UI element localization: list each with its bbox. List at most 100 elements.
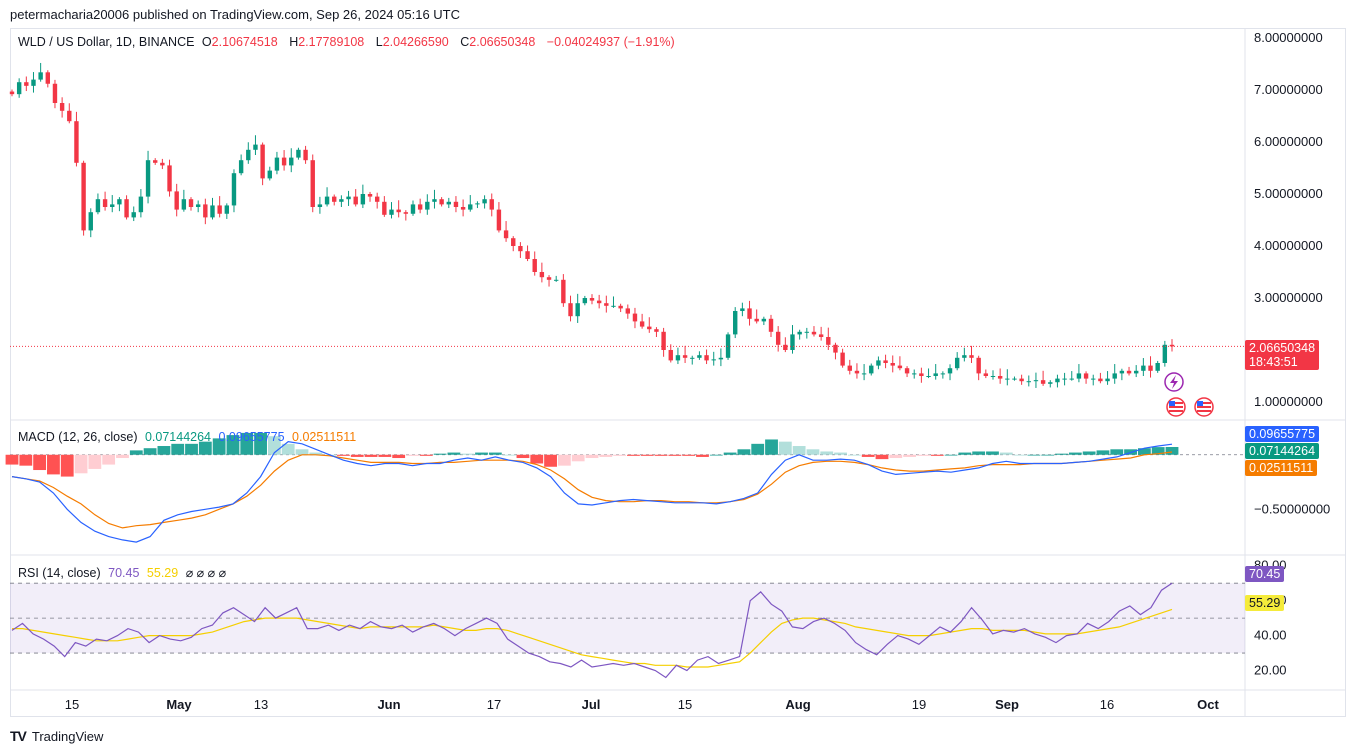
- candle-body: [725, 334, 731, 358]
- macd-hist-bar: [668, 454, 682, 456]
- candle-body: [618, 305, 623, 309]
- tradingview-logo: TV: [10, 728, 27, 744]
- macd-hist-bar: [364, 454, 378, 457]
- high-label: H: [289, 35, 299, 49]
- macd-hist-bar: [488, 452, 502, 455]
- candle-body: [346, 196, 351, 200]
- macd-hist-bar: [171, 443, 185, 455]
- macd-hist-bar: [240, 432, 254, 455]
- candle-body: [1162, 344, 1168, 363]
- macd-hist-bar: [917, 454, 930, 456]
- candle-body: [453, 201, 459, 207]
- macd-signal-line: [11, 451, 1173, 529]
- candle-body: [589, 298, 595, 301]
- candle-body: [539, 272, 545, 278]
- macd-hist-bar: [792, 446, 806, 455]
- candle-body: [138, 196, 144, 213]
- lightning-icon[interactable]: [1164, 372, 1184, 392]
- us-flag-icon[interactable]: [1194, 397, 1214, 417]
- candle-body: [1026, 381, 1031, 383]
- candle-body: [174, 191, 179, 210]
- time-tick-label: Jul: [582, 697, 601, 712]
- macd-tick-label: −0.50000000: [1254, 501, 1330, 516]
- macd-hist-bar: [337, 454, 350, 456]
- macd-hist-bar: [834, 452, 847, 455]
- candle-body: [425, 201, 430, 210]
- candle-body: [761, 318, 767, 322]
- candle-body: [153, 160, 158, 163]
- publisher-line: petermacharia20006 published on TradingV…: [10, 7, 460, 22]
- macd-hist-bar: [986, 451, 999, 455]
- macd-hist-bar: [419, 454, 433, 456]
- candle-body: [532, 259, 537, 272]
- candle-body: [274, 157, 280, 171]
- macd-hist-bar: [129, 450, 143, 455]
- candle-body: [374, 196, 380, 202]
- candle-body: [668, 350, 673, 361]
- candle-body: [296, 149, 301, 158]
- candle-body: [675, 355, 681, 361]
- candle-body: [353, 196, 358, 205]
- candle-body: [604, 303, 609, 306]
- macd-hist-bar: [875, 454, 889, 460]
- candle-body: [511, 238, 516, 246]
- candle-body: [625, 308, 631, 314]
- macd-hist-bar: [1110, 449, 1124, 455]
- close-value: 2.06650348: [469, 35, 536, 49]
- macd-hist-bar: [751, 443, 765, 455]
- candle-body: [403, 212, 409, 214]
- macd-hist-bar: [613, 454, 627, 456]
- macd-hist-bar: [47, 454, 60, 475]
- candle-body: [417, 204, 423, 210]
- macd-hist-bar: [33, 454, 47, 471]
- candle-body: [1119, 370, 1125, 374]
- time-tick-label: 13: [254, 697, 268, 712]
- candle-body: [145, 160, 151, 197]
- macd-hist-bar: [654, 454, 668, 456]
- candle-body: [883, 360, 888, 363]
- time-tick-label: May: [166, 697, 192, 712]
- candle-body: [16, 82, 22, 95]
- grid-layer: [10, 28, 1346, 717]
- candle-body: [74, 121, 79, 163]
- candle-body: [382, 201, 387, 215]
- macd-hist-bar: [682, 454, 696, 456]
- macd-hist-value: 0.07144264: [144, 430, 212, 444]
- macd-hist-bar: [571, 454, 585, 462]
- macd-hist-bar: [599, 454, 613, 457]
- macd-hist-bar: [1041, 454, 1055, 456]
- candle-body: [582, 298, 588, 304]
- candle-body: [110, 204, 115, 207]
- macd-title: MACD (12, 26, close): [18, 430, 138, 444]
- candle-body: [460, 207, 466, 210]
- candle-body: [661, 331, 666, 350]
- macd-line-value: 0.09655775: [218, 430, 285, 444]
- candle-body: [912, 373, 917, 375]
- candle-body: [632, 313, 638, 322]
- macd-hist-bar: [309, 452, 323, 455]
- candle-body: [117, 199, 122, 205]
- candle-body: [1126, 370, 1132, 374]
- candle-body: [876, 360, 881, 366]
- us-flag-icon[interactable]: [1166, 397, 1186, 417]
- candle-body: [410, 204, 416, 214]
- candle-body: [718, 357, 724, 360]
- footer-brand[interactable]: TradingView: [31, 728, 104, 744]
- rsi-value: 70.45: [108, 566, 140, 580]
- candle-body: [210, 205, 215, 218]
- candle-body: [124, 199, 129, 218]
- macd-hist-bar: [585, 454, 599, 459]
- candle-body: [919, 373, 924, 376]
- macd-hist-bar: [60, 454, 74, 477]
- candle-body: [1133, 370, 1139, 374]
- candle-body: [131, 212, 136, 218]
- candle-body: [195, 204, 201, 207]
- macd-pane: [5, 432, 1245, 543]
- candle-body: [289, 157, 294, 166]
- rsi-tick-label: 40.00: [1254, 628, 1287, 643]
- macd-hist-bar: [88, 454, 102, 469]
- macd-hist-bar: [475, 452, 488, 455]
- macd-hist-bar: [958, 452, 972, 455]
- candle-body: [324, 196, 330, 205]
